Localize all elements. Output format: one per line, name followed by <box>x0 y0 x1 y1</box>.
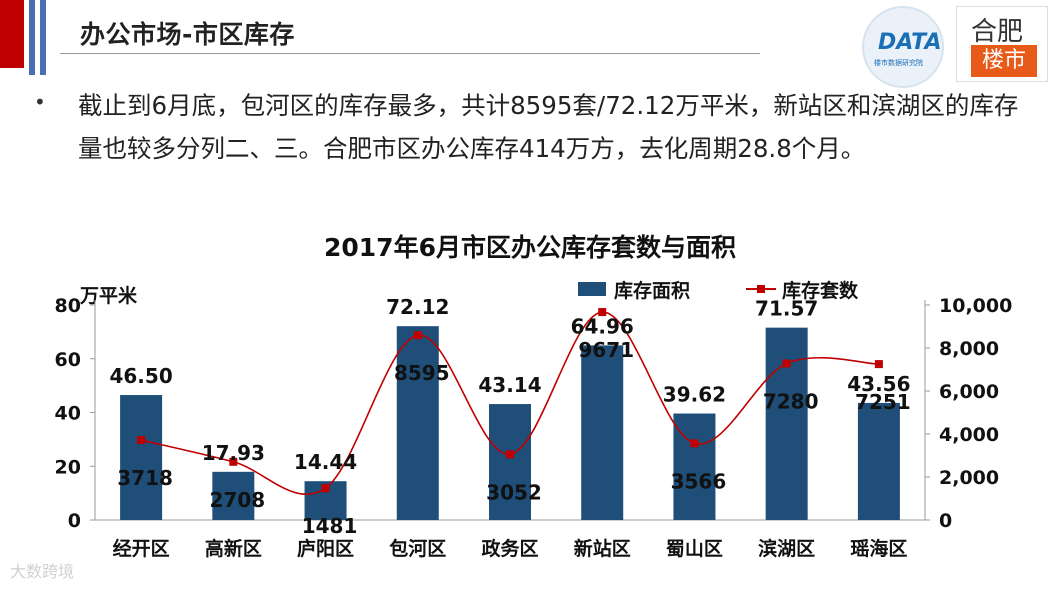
line-point <box>690 439 699 448</box>
line-value-label: 9671 <box>578 338 634 362</box>
bar-value-label: 39.62 <box>663 383 726 407</box>
data-logo-sub: 楼市数据研究院 <box>874 59 923 67</box>
legend-bar-swatch <box>578 282 606 296</box>
bar-value-label: 46.50 <box>109 364 172 388</box>
bar-value-label: 17.93 <box>202 441 265 465</box>
line-point <box>137 436 146 445</box>
bar <box>765 327 808 520</box>
left-tick-label: 0 <box>68 510 81 532</box>
hefei-logo-bottom: 楼市 <box>971 45 1037 77</box>
title-divider <box>60 53 760 54</box>
bar-value-label: 64.96 <box>571 314 634 338</box>
line-point <box>413 331 422 340</box>
line-point <box>321 484 330 493</box>
bullet-marker: • <box>34 90 46 114</box>
bar <box>120 395 163 520</box>
category-label: 蜀山区 <box>666 538 723 560</box>
line-point <box>598 308 607 317</box>
y-axis-label: 万平米 <box>79 284 138 307</box>
page-title: 办公市场-市区库存 <box>80 20 295 49</box>
right-tick-label: 4,000 <box>939 424 999 446</box>
data-logo: DATA 楼市数据研究院 <box>862 6 944 88</box>
bar <box>489 404 531 520</box>
data-logo-text: DATA <box>878 30 942 55</box>
bar <box>581 345 624 520</box>
header-accent-blue <box>29 0 35 75</box>
legend-line-label: 库存套数 <box>782 279 859 302</box>
line-point <box>229 457 238 466</box>
line-value-label: 8595 <box>394 361 450 385</box>
category-label: 滨湖区 <box>758 537 815 560</box>
legend-bar-label: 库存面积 <box>614 279 690 302</box>
header-accent-red <box>0 0 24 68</box>
line-value-label: 7251 <box>855 390 911 414</box>
line-value-label: 3566 <box>671 469 727 493</box>
bar-series <box>120 326 900 520</box>
line-value-label: 3718 <box>117 466 173 490</box>
category-label: 政务区 <box>481 537 538 560</box>
hefei-logo: 合肥 楼市 <box>956 6 1048 82</box>
right-tick-label: 8,000 <box>939 338 999 360</box>
left-tick-label: 20 <box>55 456 81 478</box>
bar-value-label: 43.14 <box>478 373 541 397</box>
category-label: 庐阳区 <box>297 537 354 560</box>
line-value-label: 1481 <box>302 514 358 538</box>
legend-line-marker <box>757 285 765 293</box>
chart-legend: 库存面积 库存套数 <box>578 279 859 302</box>
left-tick-label: 60 <box>55 349 81 371</box>
bar <box>673 413 716 520</box>
bar-value-label: 14.44 <box>294 450 357 474</box>
bar-value-label: 43.56 <box>847 372 910 396</box>
category-label: 高新区 <box>205 537 262 560</box>
left-tick-label: 80 <box>55 295 81 317</box>
line-point <box>874 360 883 369</box>
header-accent-blue <box>40 0 46 75</box>
line-value-label: 7280 <box>763 389 819 413</box>
line-point <box>782 359 791 368</box>
summary-text: 截止到6月底，包河区的库存最多，共计8595套/72.12万平米，新站区和滨湖区… <box>78 91 1019 163</box>
chart-title: 2017年6月市区办公库存套数与面积 <box>324 233 736 262</box>
data-labels: 46.50 17.93 14.44 72.12 43.14 64.96 39.62 71.57… <box>109 295 910 538</box>
bar <box>857 402 900 520</box>
category-label: 新站区 <box>574 537 631 560</box>
bar-value-label: 72.12 <box>386 295 449 319</box>
right-tick-label: 10,000 <box>939 295 1012 317</box>
left-tick-label: 40 <box>55 403 81 425</box>
bar <box>212 471 255 520</box>
category-label: 包河区 <box>389 537 446 560</box>
bar <box>396 326 439 520</box>
line-point <box>506 450 514 459</box>
hefei-logo-top: 合肥 <box>971 17 1024 47</box>
right-tick-label: 2,000 <box>939 467 999 489</box>
right-tick-label: 0 <box>939 510 952 532</box>
line-value-label: 3052 <box>486 480 542 504</box>
category-label: 经开区 <box>113 537 170 560</box>
line-value-label: 2708 <box>209 488 265 512</box>
line-series <box>137 308 883 496</box>
chart-axes: 0 20 40 60 80 0 2,000 4,000 6,000 8,000 10,000 经开区 高… <box>55 295 1013 560</box>
bar-value-label: 71.57 <box>755 297 818 321</box>
right-tick-label: 6,000 <box>939 381 999 403</box>
category-label: 瑶海区 <box>850 537 907 560</box>
watermark: 大数跨境 <box>10 562 75 581</box>
